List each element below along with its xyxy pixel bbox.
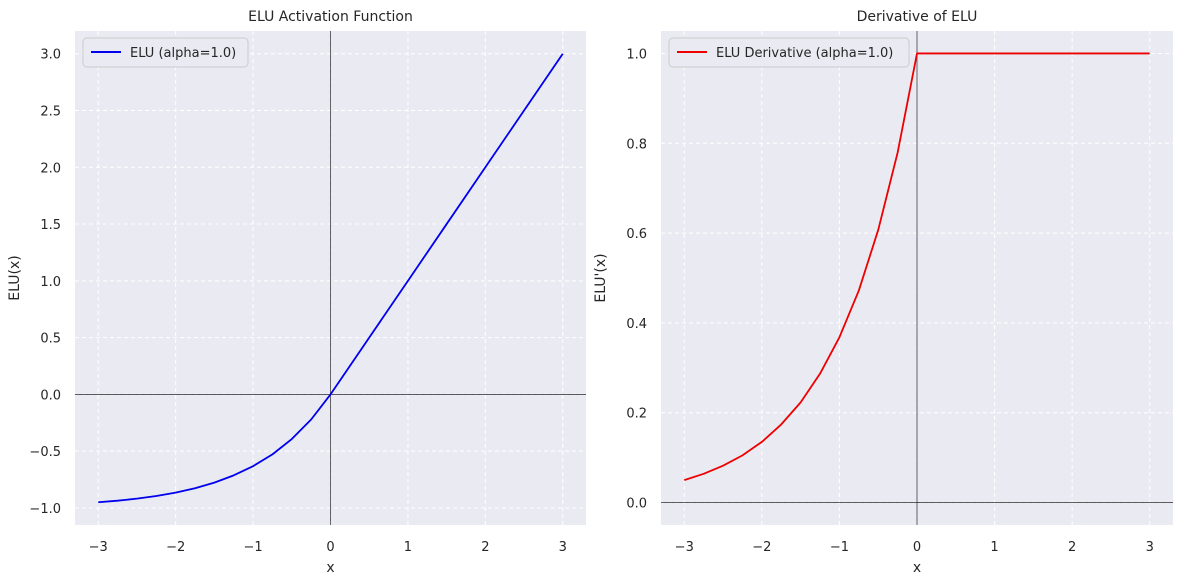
elu-x-tick-label: −2 <box>166 540 185 555</box>
derivative-legend-label: ELU Derivative (alpha=1.0) <box>716 46 893 61</box>
elu-legend-label: ELU (alpha=1.0) <box>130 46 236 61</box>
elu-y-tick-label: 2.0 <box>40 161 61 176</box>
elu-legend: ELU (alpha=1.0) <box>82 37 249 68</box>
derivative-x-tick-label: 3 <box>1146 540 1154 555</box>
derivative-chart-title: Derivative of ELU <box>857 9 978 25</box>
elu-y-tick-label: 0.0 <box>40 388 61 403</box>
derivative-x-tick-label: 2 <box>1068 540 1076 555</box>
elu-x-tick-label: −3 <box>89 540 108 555</box>
derivative-y-tick-label: 0.8 <box>626 137 647 152</box>
derivative-y-tick-label: 0.6 <box>626 227 647 242</box>
elu-derivative-chart: −3 −2 −1 0 1 2 3 0.0 0.2 0.4 0.6 0.8 1.0 Derivative… <box>593 9 1173 576</box>
elu-legend-box <box>82 37 249 68</box>
derivative-x-tick-label: −2 <box>752 540 771 555</box>
derivative-y-tick-label: 0.4 <box>626 317 647 332</box>
derivative-x-tick-label: 1 <box>990 540 998 555</box>
derivative-y-ticks: 0.0 0.2 0.4 0.6 0.8 1.0 <box>626 47 647 511</box>
elu-y-tick-label: 1.5 <box>40 218 61 233</box>
derivative-series-line <box>683 52 1150 481</box>
derivative-x-axis-label: x <box>913 560 921 576</box>
derivative-y-axis-label: ELU'(x) <box>593 253 609 302</box>
derivative-x-ticks: −3 −2 −1 0 1 2 3 <box>675 540 1154 555</box>
derivative-legend-box <box>668 37 910 68</box>
elu-y-tick-label: −0.5 <box>29 445 61 460</box>
elu-y-tick-label: 1.0 <box>40 275 61 290</box>
elu-y-axis-label: ELU(x) <box>7 255 23 300</box>
elu-chart: −3 −2 −1 0 1 2 3 −1.0 −0.5 0.0 0.5 1.0 1.5 2.0 2.5 3.0… <box>7 9 586 576</box>
derivative-legend: ELU Derivative (alpha=1.0) <box>668 37 910 68</box>
derivative-y-tick-label: 1.0 <box>626 47 647 62</box>
elu-y-tick-label: 0.5 <box>40 332 61 347</box>
derivative-series <box>683 52 1150 481</box>
elu-series <box>98 53 564 504</box>
elu-y-tick-label: 3.0 <box>40 48 61 63</box>
elu-chart-title: ELU Activation Function <box>248 9 413 25</box>
elu-x-tick-label: −1 <box>243 540 262 555</box>
elu-x-tick-label: 3 <box>559 540 567 555</box>
derivative-y-tick-label: 0.2 <box>626 407 647 422</box>
elu-y-ticks: −1.0 −0.5 0.0 0.5 1.0 1.5 2.0 2.5 3.0 <box>29 48 61 517</box>
derivative-x-tick-label: −3 <box>675 540 694 555</box>
elu-x-tick-label: 2 <box>481 540 489 555</box>
derivative-y-tick-label: 0.0 <box>626 497 647 512</box>
elu-series-line <box>98 53 564 504</box>
elu-x-tick-label: 1 <box>404 540 412 555</box>
elu-x-ticks: −3 −2 −1 0 1 2 3 <box>89 540 567 555</box>
elu-x-tick-label: 0 <box>326 540 334 555</box>
derivative-x-tick-label: −1 <box>830 540 849 555</box>
derivative-reference-lines <box>661 31 1173 525</box>
elu-y-tick-label: 2.5 <box>40 104 61 119</box>
elu-y-tick-label: −1.0 <box>29 502 61 517</box>
elu-x-axis-label: x <box>326 560 334 576</box>
derivative-x-tick-label: 0 <box>913 540 921 555</box>
